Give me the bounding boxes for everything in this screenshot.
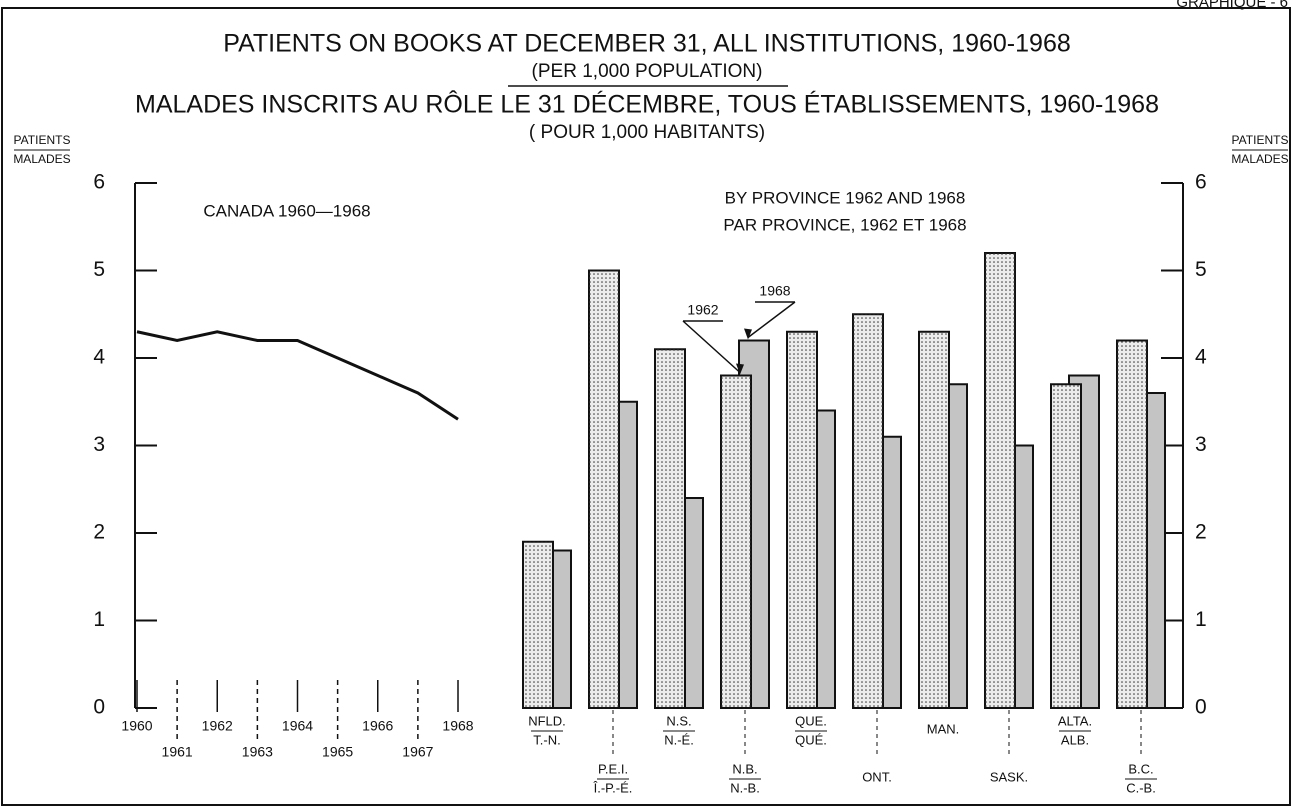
frame xyxy=(1,7,1291,806)
bar xyxy=(1116,339,1148,709)
x-tick-label: QUE. xyxy=(795,713,827,728)
bar xyxy=(984,252,1016,709)
x-tick-label: NFLD. xyxy=(528,713,566,728)
bar xyxy=(918,330,950,709)
y-tick-label: 4 xyxy=(1195,346,1207,369)
x-tick-label-fr: ALB. xyxy=(1061,732,1089,747)
x-tick-label: SASK. xyxy=(990,769,1028,784)
bar xyxy=(654,348,686,709)
x-tick-label: B.C. xyxy=(1128,761,1153,776)
y-label: PATIENTS xyxy=(14,133,71,147)
bar xyxy=(1050,383,1082,709)
y-tick-label: 4 xyxy=(93,346,105,369)
x-tick-label: ALTA. xyxy=(1058,713,1092,728)
annotation-arrowhead xyxy=(744,328,752,340)
x-tick-label-fr: QUÉ. xyxy=(795,732,827,747)
y-label-fr: MALADES xyxy=(1231,152,1288,166)
y-tick-label: 6 xyxy=(93,171,105,194)
corner-label: GRAPHIQUE - 6 xyxy=(1176,0,1288,11)
annotation-arrow xyxy=(682,320,741,374)
y-tick-label: 2 xyxy=(1195,521,1207,544)
x-tick-label: P.E.I. xyxy=(598,761,628,776)
x-tick-label: N.B. xyxy=(732,761,757,776)
chart-title-fr: PAR PROVINCE, 1962 ET 1968 xyxy=(723,215,966,234)
y-label: PATIENTS xyxy=(1232,133,1289,147)
chart-title: CANADA 1960—1968 xyxy=(203,201,370,220)
x-tick-label: 1961 xyxy=(162,744,193,760)
y-tick-label: 5 xyxy=(93,258,105,281)
y-label-fr: MALADES xyxy=(13,152,70,166)
annotation-arrow xyxy=(747,301,796,339)
x-tick-label: 1963 xyxy=(242,744,273,760)
x-tick-label: 1966 xyxy=(362,718,393,734)
x-tick-label: 1962 xyxy=(202,718,233,734)
chart-title: BY PROVINCE 1962 AND 1968 xyxy=(725,188,966,207)
subtitle: (PER 1,000 POPULATION) xyxy=(532,61,763,82)
x-tick-label-fr: C.-B. xyxy=(1126,780,1156,795)
x-tick-label-fr: Î.-P.-É. xyxy=(593,780,633,795)
annotation-arrowhead xyxy=(736,363,744,375)
x-tick-label-fr: N.-B. xyxy=(730,780,760,795)
title-fr: MALADES INSCRITS AU RÔLE LE 31 DÉCEMBRE,… xyxy=(135,90,1159,119)
series-annotation: 1962 xyxy=(687,302,718,318)
title: PATIENTS ON BOOKS AT DECEMBER 31, ALL IN… xyxy=(223,30,1071,58)
line xyxy=(136,330,459,421)
y-tick-label: 0 xyxy=(93,696,105,719)
bar xyxy=(588,269,620,709)
x-tick-label: N.S. xyxy=(666,713,691,728)
x-tick-label: 1965 xyxy=(322,744,353,760)
bar xyxy=(720,374,752,709)
y-tick-label: 6 xyxy=(1195,171,1207,194)
y-tick-label: 3 xyxy=(1195,433,1207,456)
y-tick-label: 1 xyxy=(1195,608,1207,631)
y-tick-label: 1 xyxy=(93,608,105,631)
bar xyxy=(852,313,884,709)
y-tick-label: 2 xyxy=(93,521,105,544)
x-tick-label: ONT. xyxy=(862,769,892,784)
y-tick-label: 5 xyxy=(1195,258,1207,281)
y-tick-label: 0 xyxy=(1195,696,1207,719)
y-tick-label: 3 xyxy=(93,433,105,456)
series-annotation: 1968 xyxy=(759,283,790,299)
x-tick-label-fr: N.-É. xyxy=(664,732,694,747)
subtitle-fr: ( POUR 1,000 HABITANTS) xyxy=(529,122,765,143)
bar xyxy=(522,540,554,709)
x-tick-label: MAN. xyxy=(927,721,960,736)
x-tick-label-fr: T.-N. xyxy=(533,732,560,747)
x-tick-label: 1968 xyxy=(442,718,473,734)
x-tick-label: 1960 xyxy=(121,718,152,734)
bar xyxy=(786,330,818,709)
x-tick-label: 1967 xyxy=(402,744,433,760)
x-tick-label: 1964 xyxy=(282,718,313,734)
